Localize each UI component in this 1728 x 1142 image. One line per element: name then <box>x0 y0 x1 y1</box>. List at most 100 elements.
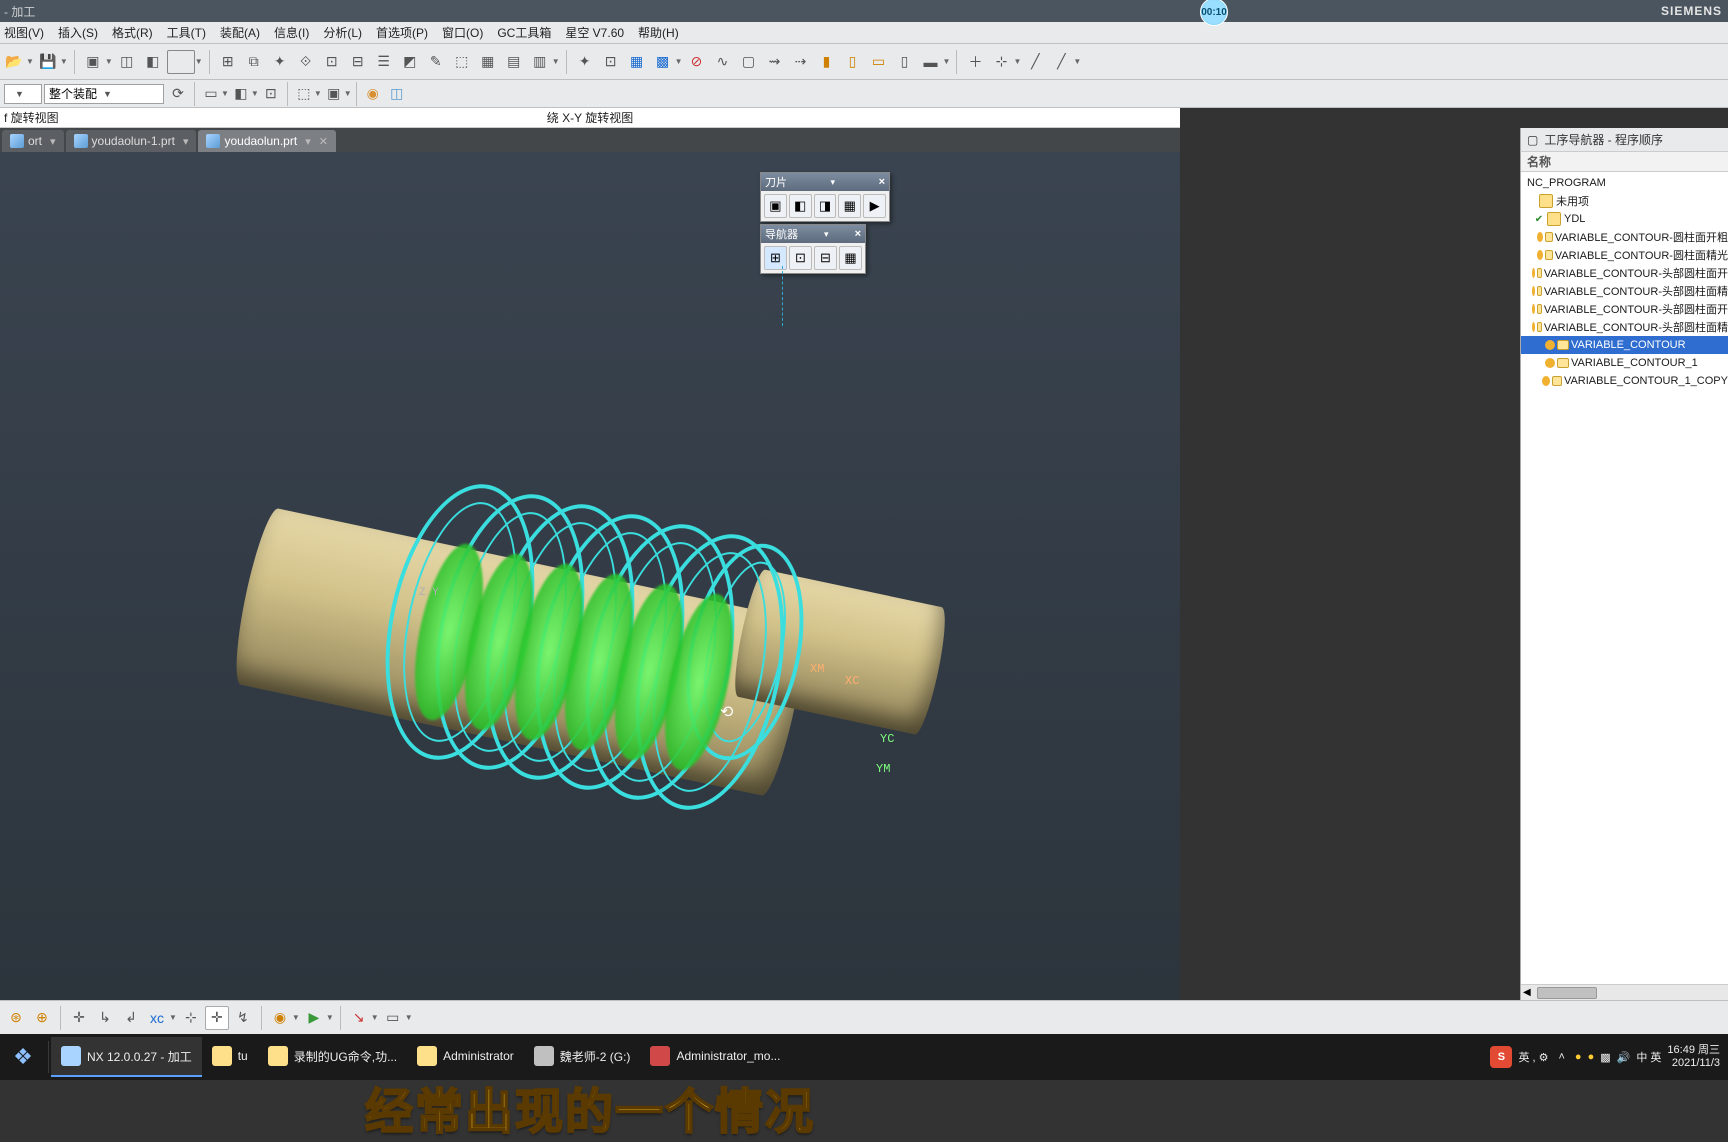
ime-icon[interactable]: S <box>1490 1046 1512 1068</box>
cube-icon[interactable]: ◫ <box>115 50 139 74</box>
line2-icon[interactable]: ╱ <box>1049 50 1073 74</box>
horizontal-scrollbar[interactable]: ◀ <box>1521 984 1728 1000</box>
wcs1-icon[interactable]: ✛ <box>67 1006 91 1030</box>
tray-lang2[interactable]: 中 英 <box>1636 1049 1661 1065</box>
operation-tree[interactable]: NC_PROGRAM 未用项 ✔YDL VARIABLE_CONTOUR-圆柱面… <box>1521 172 1728 984</box>
file-tab-1[interactable]: youdaolun-1.prt▾ <box>66 130 197 152</box>
menu-gctools[interactable]: GC工具箱 <box>497 24 551 41</box>
palette-btn-4[interactable]: ▦ <box>838 194 861 218</box>
t2-4-icon[interactable]: ⊡ <box>259 82 283 106</box>
chevron-down-icon[interactable]: ▾ <box>305 135 311 148</box>
tree-op[interactable]: VARIABLE_CONTOUR_1 <box>1521 354 1728 372</box>
sel2-icon[interactable]: ⊡ <box>599 50 623 74</box>
menu-prefs[interactable]: 首选项(P) <box>376 24 428 41</box>
op10-icon[interactable]: ⬚ <box>450 50 474 74</box>
op12-icon[interactable]: ▤ <box>502 50 526 74</box>
sel3-icon[interactable]: ▦ <box>625 50 649 74</box>
menu-insert[interactable]: 插入(S) <box>58 24 98 41</box>
wcs5-icon[interactable]: ⊹ <box>179 1006 203 1030</box>
menu-tools[interactable]: 工具(T) <box>167 24 206 41</box>
menu-analysis[interactable]: 分析(L) <box>323 24 362 41</box>
meas2-icon[interactable]: ▭ <box>381 1006 405 1030</box>
op2-icon[interactable]: ⧉ <box>242 50 266 74</box>
taskbar-item[interactable]: tu <box>202 1037 258 1077</box>
tree-op[interactable]: VARIABLE_CONTOUR <box>1521 336 1728 354</box>
coord-icon[interactable]: ⊹ <box>989 50 1013 74</box>
op5-icon[interactable]: ⊡ <box>320 50 344 74</box>
rect-icon[interactable] <box>167 50 195 74</box>
palette-nav-3[interactable]: ⊟ <box>814 246 837 270</box>
tray-chevron-icon[interactable]: ˄ <box>1558 1051 1564 1063</box>
taskbar-item[interactable]: Administrator <box>407 1037 524 1077</box>
palette-nav-2[interactable]: ⊡ <box>789 246 812 270</box>
snap2-icon[interactable]: ⊕ <box>30 1006 54 1030</box>
close-icon[interactable]: × <box>879 176 885 188</box>
menu-info[interactable]: 信息(I) <box>274 24 309 41</box>
combo-assembly[interactable]: 整个装配▼ <box>44 84 164 104</box>
palette-navigator[interactable]: 导航器▾× ⊞ ⊡ ⊟ ▦ <box>760 224 866 274</box>
plus-icon[interactable]: ＋ <box>963 50 987 74</box>
ime-lang[interactable]: 英 , ⚙ <box>1518 1049 1548 1065</box>
meas1-icon[interactable]: ↘ <box>347 1006 371 1030</box>
file-tab-2[interactable]: youdaolun.prt▾✕ <box>198 130 335 152</box>
sel4-icon[interactable]: ▩ <box>651 50 675 74</box>
tray-user-icon[interactable]: ● <box>1575 1051 1582 1063</box>
menu-view[interactable]: 视图(V) <box>4 24 44 41</box>
op11-icon[interactable]: ▦ <box>476 50 500 74</box>
t2-cube-icon[interactable]: ◫ <box>385 82 409 106</box>
t2-1-icon[interactable]: ⟳ <box>166 82 190 106</box>
sel1-icon[interactable]: ✦ <box>573 50 597 74</box>
palette-btn-1[interactable]: ▣ <box>764 194 787 218</box>
tree-op[interactable]: VARIABLE_CONTOUR-头部圆柱面开 <box>1521 264 1728 282</box>
wcs2-icon[interactable]: ↳ <box>93 1006 117 1030</box>
palette-btn-2[interactable]: ◧ <box>789 194 812 218</box>
close-icon[interactable]: ✕ <box>319 135 328 148</box>
op4-icon[interactable]: ⟐ <box>294 50 318 74</box>
op1-icon[interactable]: ⊞ <box>216 50 240 74</box>
palette-nav-4[interactable]: ▦ <box>839 246 862 270</box>
palette-btn-3[interactable]: ◨ <box>814 194 837 218</box>
op8-icon[interactable]: ◩ <box>398 50 422 74</box>
anl2-icon[interactable]: ▶ <box>302 1006 326 1030</box>
palette-nav-1[interactable]: ⊞ <box>764 246 787 270</box>
wcs3-icon[interactable]: ↲ <box>119 1006 143 1030</box>
tree-unused[interactable]: 未用项 <box>1521 192 1728 210</box>
save-icon[interactable]: 💾 <box>36 50 60 74</box>
taskbar-item[interactable]: NX 12.0.0.27 - 加工 <box>51 1037 202 1077</box>
t2-5-icon[interactable]: ⬚ <box>292 82 316 106</box>
wcs7-icon[interactable]: ↯ <box>231 1006 255 1030</box>
mill5-icon[interactable]: ▬ <box>919 50 943 74</box>
chevron-down-icon[interactable]: ▾ <box>50 135 56 148</box>
mill1-icon[interactable]: ▮ <box>815 50 839 74</box>
op6-icon[interactable]: ⊟ <box>346 50 370 74</box>
clock[interactable]: 16:49 周三 2021/11/3 <box>1667 1044 1720 1070</box>
tray-vol-icon[interactable]: 🔊 <box>1617 1051 1631 1064</box>
op9-icon[interactable]: ✎ <box>424 50 448 74</box>
menu-assembly[interactable]: 装配(A) <box>220 24 260 41</box>
box-icon[interactable]: ▣ <box>81 50 105 74</box>
t2-6-icon[interactable]: ▣ <box>322 82 346 106</box>
palette-btn-5[interactable]: ▶ <box>863 194 886 218</box>
chevron-down-icon[interactable]: ▾ <box>183 135 189 148</box>
path2-icon[interactable]: ⇢ <box>789 50 813 74</box>
start-button[interactable]: ❖ <box>0 1034 46 1080</box>
tray-shield-icon[interactable]: ● <box>1588 1051 1595 1063</box>
op7-icon[interactable]: ☰ <box>372 50 396 74</box>
taskbar-item[interactable]: 录制的UG命令,功... <box>258 1037 407 1077</box>
palette-cutter[interactable]: 刀片▾× ▣ ◧ ◨ ▦ ▶ <box>760 172 890 222</box>
combo-1[interactable]: ▼ <box>4 84 42 104</box>
wcs4-icon[interactable]: xc <box>145 1006 169 1030</box>
chevron-down-icon[interactable]: ▾ <box>824 229 829 240</box>
cube2-icon[interactable]: ◧ <box>141 50 165 74</box>
op3-icon[interactable]: ✦ <box>268 50 292 74</box>
t2-render-icon[interactable]: ◉ <box>361 82 385 106</box>
taskbar-item[interactable]: 魏老师-2 (G:) <box>524 1037 641 1077</box>
box2-icon[interactable]: ▢ <box>737 50 761 74</box>
menu-window[interactable]: 窗口(O) <box>442 24 483 41</box>
tree-op[interactable]: VARIABLE_CONTOUR-圆柱面精光 <box>1521 246 1728 264</box>
close-icon[interactable]: × <box>855 228 861 240</box>
tree-root[interactable]: NC_PROGRAM <box>1521 174 1728 192</box>
sel5-icon[interactable]: ⊘ <box>685 50 709 74</box>
tree-column-header[interactable]: 名称 <box>1521 152 1728 172</box>
line-icon[interactable]: ╱ <box>1023 50 1047 74</box>
